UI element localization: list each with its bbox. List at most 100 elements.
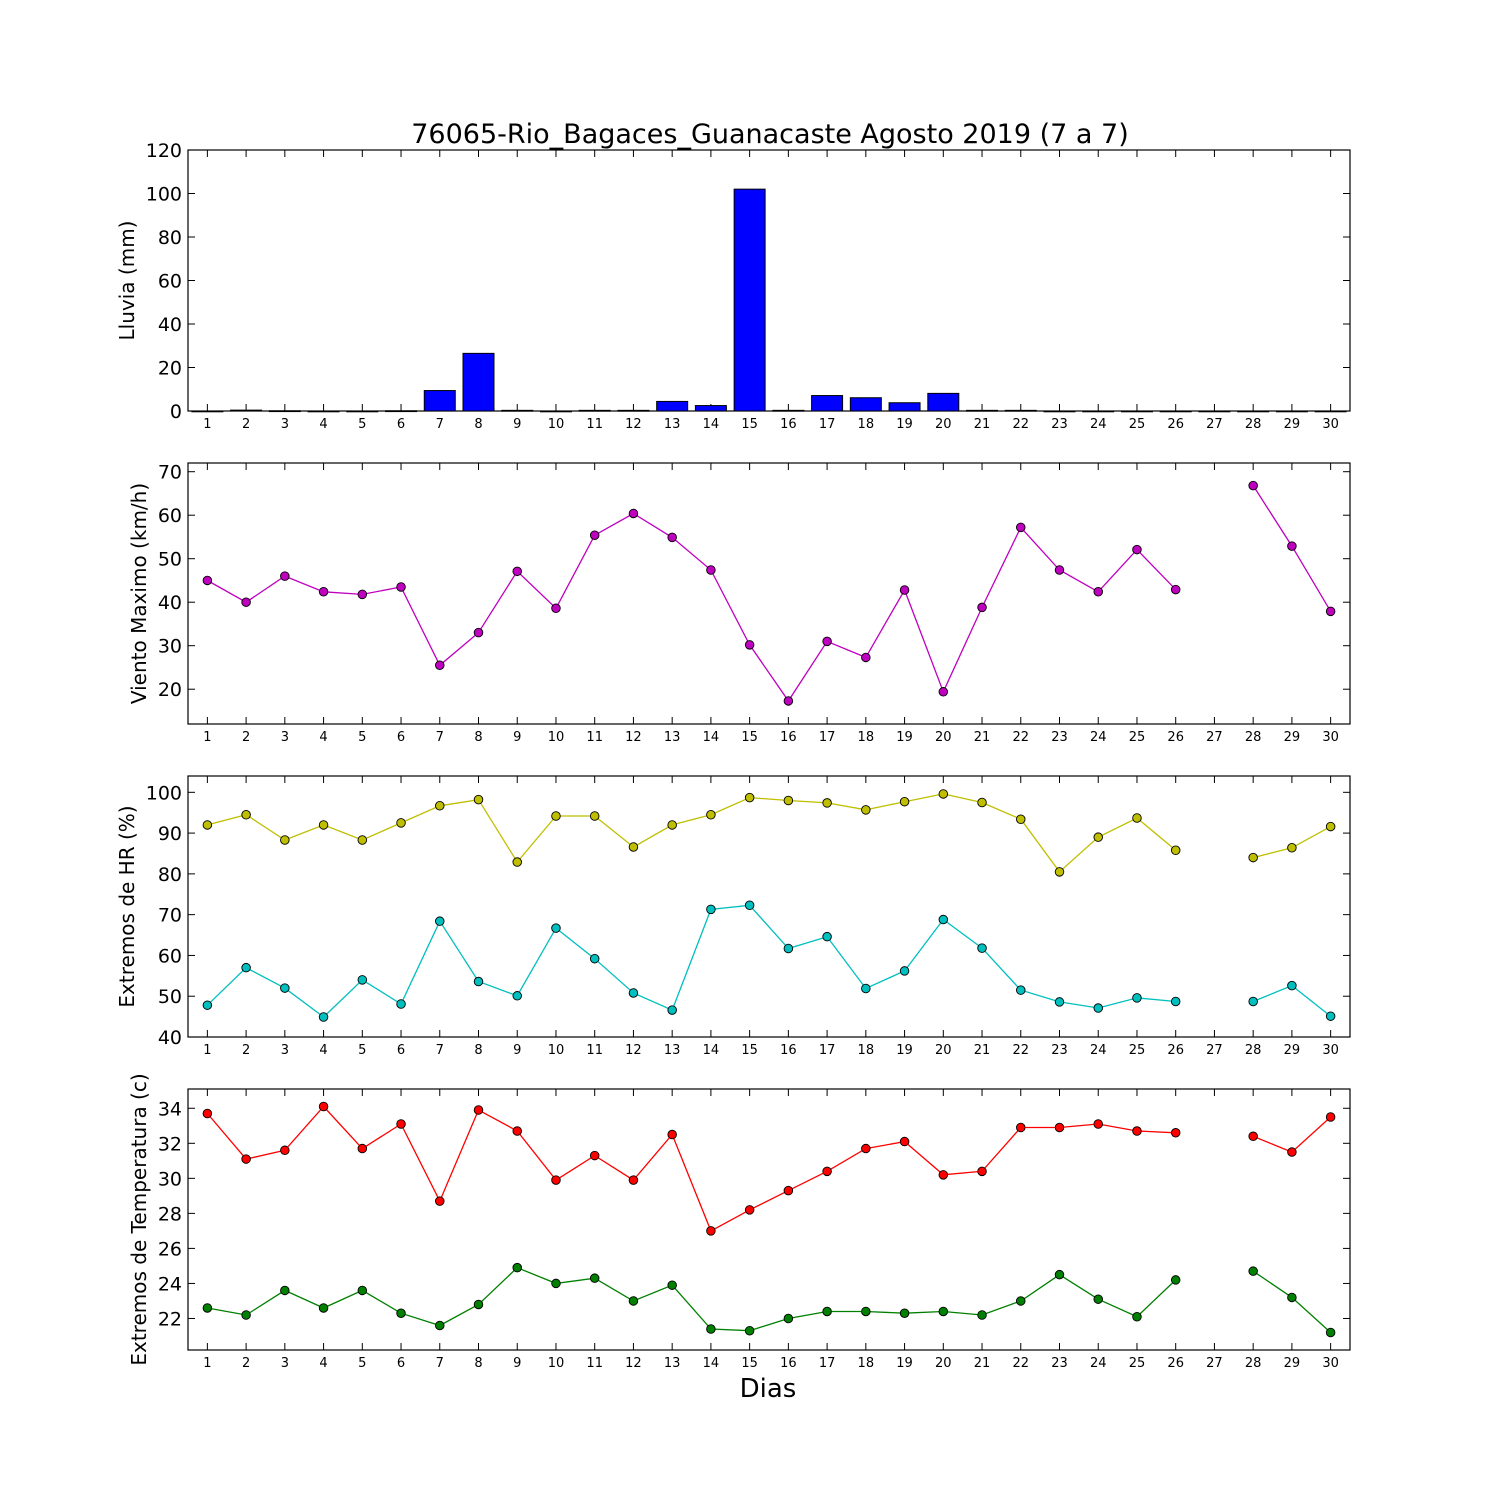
point-day-21 <box>977 797 987 808</box>
point-day-29 <box>1287 1147 1297 1157</box>
bar-day-24 <box>1082 410 1115 413</box>
x-tick-label: 2 <box>242 730 250 745</box>
point-day-25 <box>1132 813 1142 823</box>
point-day-2 <box>241 962 251 973</box>
point-day-8 <box>473 976 484 987</box>
point-day-11 <box>589 1273 600 1283</box>
x-tick-label: 21 <box>974 1043 991 1058</box>
point-day-11 <box>589 811 600 821</box>
x-tick-label: 25 <box>1129 1043 1146 1058</box>
point-day-15 <box>744 900 755 911</box>
point-day-20 <box>938 687 949 697</box>
x-tick-label: 12 <box>625 1356 642 1371</box>
point-day-5 <box>357 1285 368 1296</box>
x-tick-label: 22 <box>1012 730 1029 745</box>
x-tick-label: 24 <box>1090 730 1107 745</box>
x-tick-label: 12 <box>625 1043 642 1058</box>
x-tick-label: 2 <box>242 1356 250 1371</box>
x-tick-label: 4 <box>319 417 327 432</box>
point-day-20 <box>938 914 949 925</box>
y-tick-label: 34 <box>158 1098 182 1120</box>
point-day-1 <box>202 820 213 830</box>
point-day-22 <box>1016 985 1026 995</box>
point-day-29 <box>1287 541 1297 551</box>
point-day-12 <box>628 988 639 998</box>
bar-day-5 <box>346 410 379 413</box>
x-tick-label: 23 <box>1051 1356 1068 1371</box>
x-tick-label: 15 <box>741 417 758 432</box>
x-tick-label: 25 <box>1129 1356 1146 1371</box>
chart-title: 76065-Rio_Bagaces_Guanacaste Agosto 2019… <box>411 119 1128 150</box>
x-tick-label: 23 <box>1051 417 1068 432</box>
x-tick-label: 16 <box>780 1356 797 1371</box>
point-day-7 <box>435 916 445 926</box>
x-tick-label: 17 <box>819 1043 836 1058</box>
bar-day-12 <box>617 409 650 412</box>
point-day-6 <box>396 818 406 828</box>
bar-day-3 <box>268 410 301 413</box>
x-tick-label: 27 <box>1206 1356 1223 1371</box>
x-axis-label: Dias <box>740 1374 797 1404</box>
point-day-14 <box>706 565 716 575</box>
point-day-26 <box>1170 584 1181 595</box>
x-tick-label: 27 <box>1206 1043 1223 1058</box>
point-day-16 <box>783 1313 794 1324</box>
point-day-30 <box>1325 1327 1336 1338</box>
y-tick-label: 20 <box>158 679 182 701</box>
point-day-11 <box>589 953 600 964</box>
x-tick-label: 3 <box>281 417 289 432</box>
y-tick-label: 20 <box>158 358 182 380</box>
x-tick-label: 30 <box>1322 417 1339 432</box>
point-day-7 <box>435 1196 445 1206</box>
point-day-26 <box>1170 845 1181 855</box>
x-tick-label: 1 <box>203 417 211 432</box>
point-day-6 <box>396 1308 406 1318</box>
x-tick-label: 14 <box>703 1043 720 1058</box>
point-day-10 <box>551 811 561 821</box>
x-tick-label: 16 <box>780 730 797 745</box>
series-line-0 <box>207 512 1177 703</box>
x-tick-label: 10 <box>548 730 565 745</box>
point-day-1 <box>202 1000 213 1010</box>
point-day-29 <box>1287 1292 1297 1303</box>
bar-day-18 <box>849 397 882 412</box>
point-day-23 <box>1054 565 1065 575</box>
point-day-4 <box>318 587 329 597</box>
x-tick-label: 28 <box>1245 730 1262 745</box>
bar-day-13 <box>656 400 689 412</box>
series-line-0 <box>207 793 1177 873</box>
point-day-22 <box>1016 814 1026 824</box>
x-tick-label: 12 <box>625 730 642 745</box>
point-day-7 <box>435 1320 445 1331</box>
point-day-2 <box>241 1154 251 1164</box>
x-tick-label: 7 <box>436 1356 444 1371</box>
point-day-26 <box>1170 996 1181 1007</box>
x-tick-label: 29 <box>1284 730 1301 745</box>
point-day-4 <box>318 820 329 830</box>
y-tick-label: 60 <box>158 271 182 293</box>
point-day-3 <box>280 983 290 993</box>
x-tick-label: 21 <box>974 730 991 745</box>
y-tick-label: 60 <box>158 945 182 967</box>
point-day-20 <box>938 1306 949 1317</box>
point-day-2 <box>241 809 251 820</box>
x-tick-label: 19 <box>896 1356 913 1371</box>
point-day-4 <box>318 1303 329 1313</box>
point-day-9 <box>512 857 522 867</box>
point-day-4 <box>318 1101 329 1112</box>
x-tick-label: 21 <box>974 1356 991 1371</box>
point-day-8 <box>473 1299 484 1310</box>
point-day-19 <box>899 796 910 807</box>
x-tick-label: 10 <box>548 1043 565 1058</box>
point-day-26 <box>1170 1275 1181 1285</box>
x-tick-label: 7 <box>436 1043 444 1058</box>
point-day-23 <box>1054 1269 1065 1280</box>
point-day-14 <box>706 809 716 820</box>
point-day-18 <box>861 1306 871 1317</box>
point-day-28 <box>1248 996 1258 1007</box>
point-day-29 <box>1287 843 1297 853</box>
point-day-3 <box>280 835 290 845</box>
x-tick-label: 5 <box>358 417 366 432</box>
point-day-17 <box>822 931 832 942</box>
